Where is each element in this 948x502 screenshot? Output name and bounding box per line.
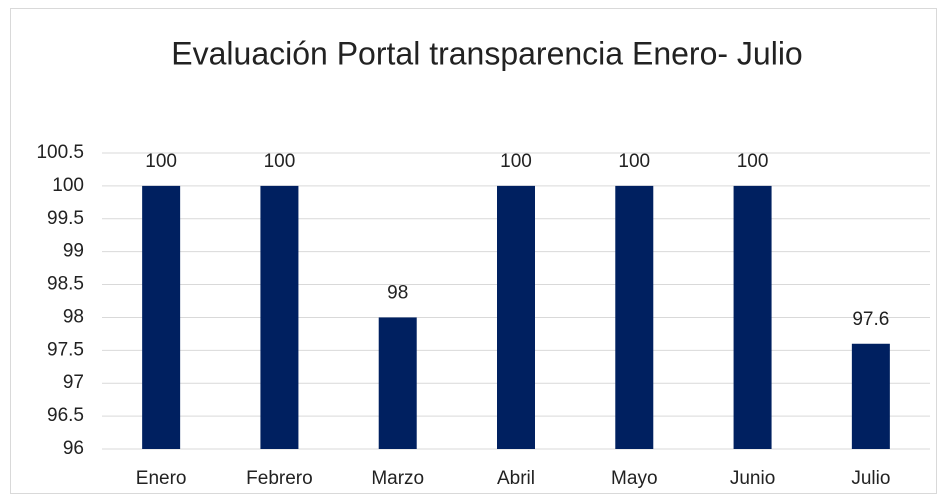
data-label: 100 <box>618 151 650 172</box>
y-tick-label: 96 <box>63 438 84 459</box>
x-tick-label: Febrero <box>246 468 313 489</box>
y-tick-label: 99.5 <box>47 208 84 229</box>
y-tick-label: 100.5 <box>36 142 84 163</box>
x-tick-label: Julio <box>851 468 890 489</box>
y-tick-label: 96.5 <box>47 405 84 426</box>
x-tick-label: Enero <box>136 468 187 489</box>
data-label: 100 <box>737 151 769 172</box>
data-label: 97.6 <box>852 309 889 330</box>
chart-title: Evaluación Portal transparencia Enero- J… <box>171 35 802 71</box>
x-tick-label: Junio <box>730 468 775 489</box>
bar <box>733 185 772 449</box>
data-label: 98 <box>387 282 408 303</box>
y-tick-label: 99 <box>63 241 84 262</box>
y-tick-label: 98 <box>63 306 84 327</box>
x-tick-label: Abril <box>497 468 535 489</box>
x-tick-label: Mayo <box>611 468 657 489</box>
bar <box>260 185 299 449</box>
y-tick-label: 98.5 <box>47 274 84 295</box>
bar <box>378 317 417 449</box>
data-label: 100 <box>500 151 532 172</box>
y-tick-label: 97.5 <box>47 339 84 360</box>
bar <box>142 185 181 449</box>
y-tick-label: 100 <box>52 175 84 196</box>
data-label: 100 <box>145 151 177 172</box>
data-label: 100 <box>264 151 296 172</box>
y-tick-label: 97 <box>63 372 84 393</box>
x-tick-label: Marzo <box>371 468 424 489</box>
bar <box>497 185 535 449</box>
bar <box>615 185 654 449</box>
bar <box>851 343 890 449</box>
